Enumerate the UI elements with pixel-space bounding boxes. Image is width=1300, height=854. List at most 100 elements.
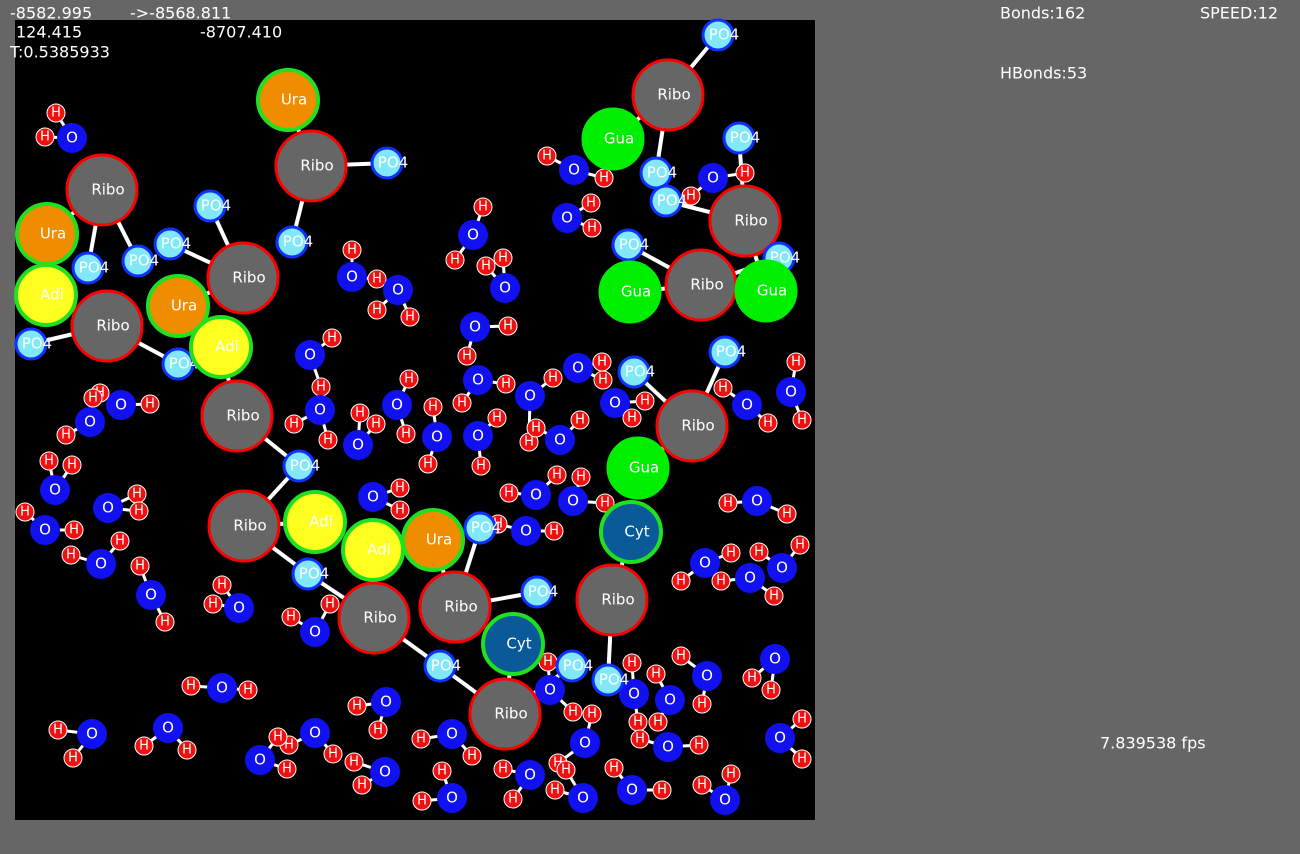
phosphate-label: PO4 [657, 192, 687, 210]
cytosine-label: Cyt [506, 635, 531, 653]
oxygen-label: O [524, 387, 536, 405]
speed: SPEED:12 [1200, 4, 1278, 23]
hydrogen-label: H [769, 589, 779, 604]
ribose [468, 677, 542, 751]
oxygen-label: O [95, 555, 107, 573]
hydrogen-label: H [371, 417, 381, 432]
hydrogen-label: H [405, 310, 415, 325]
adenine-label: Adi [367, 541, 391, 559]
hydrogen-label: H [763, 416, 773, 431]
oxygen [490, 273, 520, 303]
phosphate [701, 18, 735, 52]
oxygen [521, 480, 551, 510]
hydrogen [432, 761, 452, 781]
oxygen-label: O [699, 554, 711, 572]
oxygen-label: O [66, 129, 78, 147]
hydrogen-label: H [327, 331, 337, 346]
phosphate [591, 663, 625, 697]
hydrogen [64, 520, 84, 540]
hydrogen-label: H [791, 355, 801, 370]
ribose-label: Ribo [690, 276, 723, 294]
hydrogen [570, 410, 590, 430]
ribose-label: Ribo [232, 269, 265, 287]
hydrogen [711, 571, 731, 591]
hydrogen-label: H [217, 578, 227, 593]
hydrogen-label: H [716, 574, 726, 589]
hydrogen [547, 465, 567, 485]
oxygen [570, 728, 600, 758]
hydrogen [792, 749, 812, 769]
hydrogen-label: H [273, 730, 283, 745]
hydrogen [792, 410, 812, 430]
hydrogen-label: H [508, 792, 518, 807]
oxygen [760, 644, 790, 674]
phosphate [161, 347, 195, 381]
oxygen [545, 425, 575, 455]
ribose-label: Ribo [734, 212, 767, 230]
hydrogen [689, 735, 709, 755]
ribose [418, 570, 492, 644]
oxygen-label: O [741, 396, 753, 414]
oxygen-label: O [751, 492, 763, 510]
adenine [189, 315, 253, 379]
bonds-count: Bonds:162 [1000, 4, 1085, 23]
phosphate [282, 449, 316, 483]
hydrogen-label: H [88, 391, 98, 406]
oxygen [710, 785, 740, 815]
hydrogen [367, 269, 387, 289]
hydrogen-label: H [575, 413, 585, 428]
oxygen-label: O [776, 559, 788, 577]
hydrogen-label: H [145, 397, 155, 412]
hydrogen-label: H [347, 243, 357, 258]
hydrogen-label: H [282, 762, 292, 777]
hydrogen-label: H [243, 683, 253, 698]
oxygen-label: O [216, 679, 228, 697]
hydrogen-label: H [550, 783, 560, 798]
hydrogen [487, 408, 507, 428]
phosphate [708, 335, 742, 369]
hydrogen [692, 775, 712, 795]
oxygen [463, 365, 493, 395]
oxygen-label: O [115, 396, 127, 414]
hydrogen-label: H [627, 411, 637, 426]
hydrogen-label: H [548, 371, 558, 386]
hydrogen [390, 500, 410, 520]
oxygen [77, 719, 107, 749]
hydrogen [742, 668, 762, 688]
phosphate-label: PO4 [79, 259, 109, 277]
hydrogen [556, 760, 576, 780]
oxygen [382, 390, 412, 420]
uracil-label: Ura [171, 297, 197, 315]
adenine-label: Adi [309, 513, 333, 531]
ribose-label: Ribo [96, 317, 129, 335]
hydrogen-label: H [316, 380, 326, 395]
hydrogen [342, 240, 362, 260]
oxygen [300, 718, 330, 748]
oxygen [136, 580, 166, 610]
hydrogen-label: H [754, 545, 764, 560]
hydrogen-label: H [640, 394, 650, 409]
hydrogen [671, 571, 691, 591]
oxygen [93, 493, 123, 523]
oxygen [383, 275, 413, 305]
oxygen [437, 783, 467, 813]
hydrogen [284, 414, 304, 434]
oxygen-label: O [744, 569, 756, 587]
oxygen [655, 685, 685, 715]
phosphate [370, 146, 404, 180]
ribose-label: Ribo [91, 181, 124, 199]
hydrogen [545, 780, 565, 800]
oxygen [563, 353, 593, 383]
phosphate [14, 327, 48, 361]
oxygen-label: O [530, 486, 542, 504]
phosphate-label: PO4 [22, 335, 52, 353]
hydrogen [452, 393, 472, 413]
oxygen [735, 563, 765, 593]
oxygen-label: O [233, 599, 245, 617]
uracil-label: Ura [426, 531, 452, 549]
oxygen [732, 390, 762, 420]
oxygen [371, 687, 401, 717]
oxygen-label: O [785, 383, 797, 401]
hydrogen-label: H [355, 406, 365, 421]
